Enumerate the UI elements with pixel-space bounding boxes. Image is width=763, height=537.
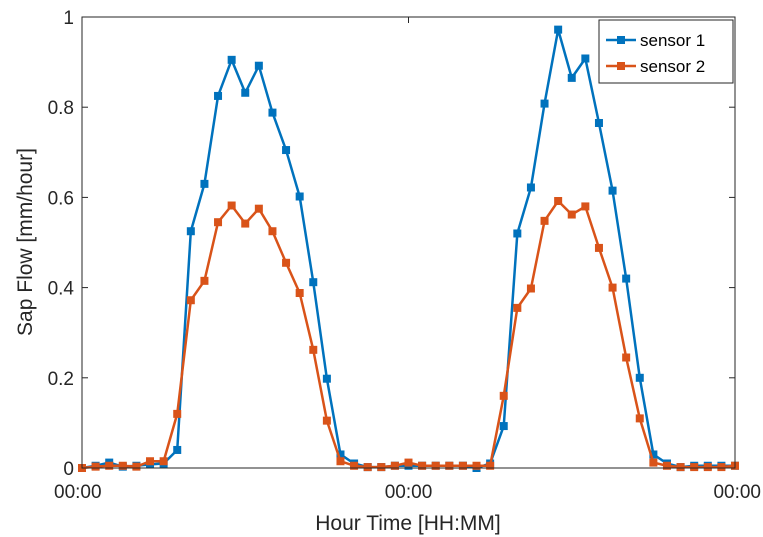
data-point <box>717 463 726 472</box>
x-tick-label: 00:00 <box>713 482 761 503</box>
data-point <box>200 276 209 285</box>
data-point <box>526 183 535 192</box>
data-point <box>540 216 549 225</box>
data-point <box>676 463 685 472</box>
y-axis-label: Sap Flow [mm/hour] <box>14 148 37 336</box>
data-point <box>186 296 195 305</box>
x-axis-label: Hour Time [HH:MM] <box>315 512 501 535</box>
series-sensor-2 <box>78 197 739 472</box>
data-point <box>268 227 277 236</box>
data-point <box>105 461 114 470</box>
data-point <box>91 462 100 471</box>
data-point <box>554 197 563 206</box>
data-point <box>594 243 603 252</box>
data-point <box>173 409 182 418</box>
legend-marker-sensor-2 <box>617 62 625 70</box>
data-point <box>350 461 359 470</box>
x-tick-label: 00:00 <box>385 482 433 503</box>
y-tick-label: 0.6 <box>48 188 74 209</box>
data-point <box>703 463 712 472</box>
data-point <box>282 258 291 267</box>
data-point <box>526 284 535 293</box>
data-point <box>472 461 481 470</box>
data-point <box>118 461 127 470</box>
data-point <box>649 458 658 467</box>
data-point <box>390 461 399 470</box>
data-point <box>227 201 236 210</box>
data-point <box>146 457 155 466</box>
data-point <box>649 450 658 459</box>
data-point <box>554 25 563 34</box>
data-point <box>567 73 576 82</box>
data-point <box>431 461 440 470</box>
legend-label-sensor-1: sensor 1 <box>640 31 705 50</box>
data-point <box>635 373 644 382</box>
data-point <box>662 461 671 470</box>
y-axis-ticks: 0 0.2 0.4 0.6 0.8 1 <box>48 8 735 480</box>
data-point <box>622 353 631 362</box>
y-tick-label: 1 <box>63 8 74 29</box>
data-point <box>635 414 644 423</box>
legend-marker-sensor-1 <box>617 36 625 44</box>
data-point <box>322 374 331 383</box>
y-tick-label: 0.2 <box>48 369 74 390</box>
data-point <box>132 462 141 471</box>
data-point <box>241 88 250 97</box>
data-point <box>445 461 454 470</box>
data-point <box>690 463 699 472</box>
data-point <box>513 303 522 312</box>
legend: sensor 1 sensor 2 <box>598 19 734 84</box>
data-point <box>322 416 331 425</box>
data-point <box>336 457 345 466</box>
data-point <box>499 391 508 400</box>
data-point <box>622 274 631 283</box>
x-tick-label: 00:00 <box>54 482 102 503</box>
data-point <box>214 91 223 100</box>
data-point <box>594 118 603 127</box>
data-point <box>282 146 291 155</box>
data-point <box>540 99 549 108</box>
data-point <box>608 283 617 292</box>
data-point <box>458 461 467 470</box>
data-point <box>254 61 263 70</box>
data-point <box>241 219 250 228</box>
data-point <box>200 179 209 188</box>
data-point <box>159 457 168 466</box>
data-point <box>295 289 304 298</box>
data-point <box>418 461 427 470</box>
data-point <box>608 186 617 195</box>
data-point <box>499 422 508 431</box>
data-point <box>173 445 182 454</box>
plot-frame <box>81 16 736 469</box>
y-tick-label: 0.4 <box>48 279 75 300</box>
data-point <box>581 202 590 211</box>
data-point <box>268 108 277 117</box>
data-point <box>254 204 263 213</box>
data-point <box>309 345 318 354</box>
data-point <box>295 192 304 201</box>
data-point <box>214 218 223 227</box>
data-point <box>186 227 195 236</box>
data-point <box>227 55 236 64</box>
legend-label-sensor-2: sensor 2 <box>640 57 705 76</box>
data-point <box>309 278 318 287</box>
data-point <box>581 54 590 63</box>
data-point <box>404 458 413 467</box>
data-point <box>513 229 522 238</box>
data-point <box>363 463 372 472</box>
y-tick-label: 0.8 <box>48 98 74 119</box>
data-point <box>567 210 576 219</box>
y-tick-label: 0 <box>63 459 74 480</box>
data-point <box>377 463 386 472</box>
data-point <box>336 450 345 459</box>
legend-box <box>598 19 734 84</box>
data-point <box>486 461 495 470</box>
